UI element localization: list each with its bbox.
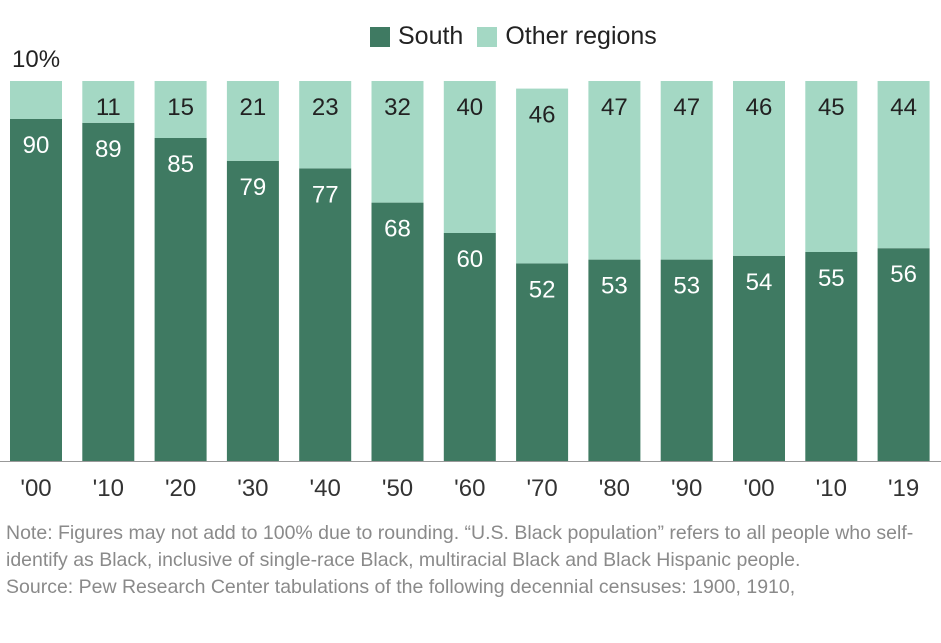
bar-other-3	[226, 81, 279, 161]
x-tick-label-2: '20	[165, 475, 196, 502]
note-text: Note: Figures may not add to 100% due to…	[6, 522, 914, 571]
data-label-other-9: 47	[673, 94, 700, 121]
bar-south-3	[226, 160, 279, 462]
x-tick-label-11: '10	[816, 475, 847, 502]
data-label-other-11: 45	[818, 94, 845, 121]
bar-south-4	[299, 168, 352, 461]
data-label-other-10: 46	[746, 94, 773, 121]
data-label-south-4: 77	[312, 181, 339, 208]
bar-other-0	[10, 81, 62, 119]
bar-south-0	[10, 119, 62, 461]
legend-swatch-south	[370, 26, 390, 47]
x-tick-label-12: '19	[888, 475, 919, 502]
bar-south-5	[371, 202, 424, 461]
data-label-south-9: 53	[673, 273, 700, 300]
legend: South Other regions	[370, 22, 657, 51]
x-tick-label-8: '80	[599, 475, 630, 502]
bar-south-2	[154, 138, 207, 461]
bar-other-2	[154, 81, 207, 138]
bar-other-8	[588, 81, 641, 260]
data-label-other-4: 23	[312, 94, 339, 121]
bar-south-9	[660, 259, 713, 461]
data-label-south-11: 55	[818, 265, 845, 292]
legend-swatch-other	[477, 26, 498, 47]
legend-label-other: Other regions	[505, 22, 657, 50]
data-label-south-6: 60	[456, 246, 483, 273]
x-tick-label-7: '70	[526, 475, 557, 502]
data-label-south-5: 68	[384, 216, 411, 243]
bar-other-10	[733, 81, 785, 256]
x-tick-label-0: '00	[20, 475, 51, 502]
data-label-other-3: 21	[240, 94, 267, 121]
data-label-south-7: 52	[529, 276, 556, 303]
data-label-south-8: 53	[601, 273, 628, 300]
data-label-other-2: 15	[167, 94, 194, 121]
legend-label-south: South	[398, 22, 464, 50]
bar-south-10	[733, 255, 785, 461]
bar-other-1	[82, 81, 135, 123]
bar-south-6	[443, 233, 496, 461]
stacked-bar-chart: 90 10% '00 89 11 '10 85 15 '20 79 21 '30 77 23 '40 68 32…	[0, 46, 941, 502]
data-label-south-1: 89	[95, 136, 122, 163]
bar-other-11	[805, 81, 858, 252]
data-label-south-10: 54	[746, 269, 773, 296]
chart-notes: Note: Figures may not add to 100% due to…	[6, 520, 936, 601]
data-label-other-0: 10%	[12, 46, 60, 73]
x-tick-label-3: '30	[237, 475, 268, 502]
x-tick-label-5: '50	[382, 475, 413, 502]
data-label-other-7: 46	[529, 102, 556, 129]
x-tick-label-9: '90	[671, 475, 702, 502]
bar-south-1	[82, 122, 135, 462]
bar-south-7	[516, 263, 569, 461]
x-tick-label-6: '60	[454, 475, 485, 502]
data-label-south-3: 79	[240, 174, 267, 201]
bar-south-8	[588, 259, 641, 461]
bar-other-5	[371, 81, 424, 203]
bar-other-6	[443, 81, 496, 233]
x-tick-label-1: '10	[93, 475, 124, 502]
data-label-south-2: 85	[167, 151, 194, 178]
x-tick-label-10: '00	[743, 475, 774, 502]
bar-south-12	[877, 248, 930, 461]
legend-item-south: South	[370, 22, 463, 51]
data-label-other-12: 44	[890, 94, 917, 121]
data-label-south-12: 56	[890, 261, 917, 288]
bar-other-7	[516, 88, 569, 264]
bar-other-9	[660, 81, 713, 260]
x-tick-label-4: '40	[310, 475, 341, 502]
data-label-other-8: 47	[601, 94, 628, 121]
source-text: Source: Pew Research Center tabulations …	[6, 576, 796, 598]
bar-other-12	[877, 81, 930, 249]
data-label-other-6: 40	[456, 94, 483, 121]
legend-item-other: Other regions	[477, 22, 657, 51]
bar-south-11	[805, 252, 858, 461]
bar-other-4	[299, 81, 352, 169]
data-label-other-5: 32	[384, 94, 411, 121]
data-label-other-1: 11	[96, 94, 121, 121]
data-label-south-0: 90	[23, 132, 50, 159]
